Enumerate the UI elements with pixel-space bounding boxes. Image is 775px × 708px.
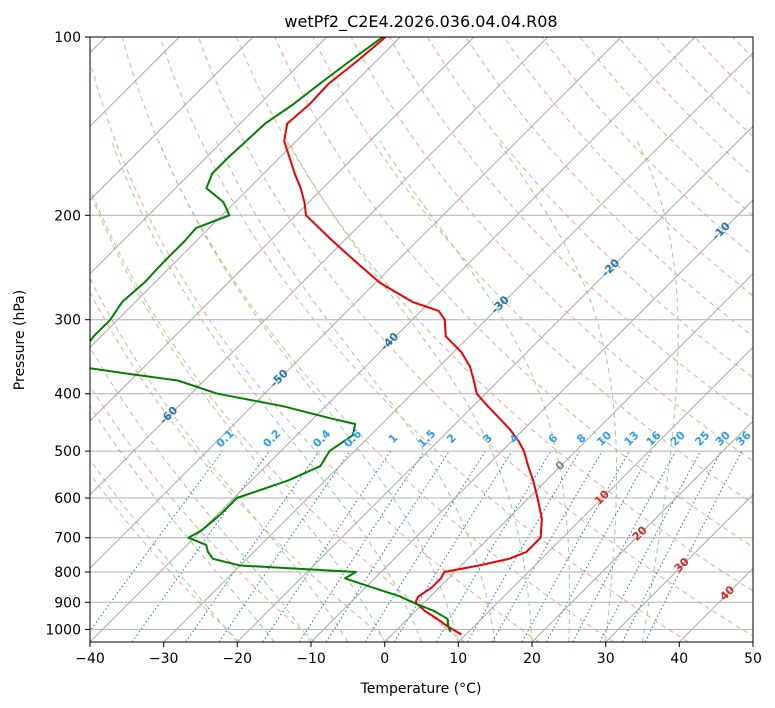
x-axis-title: Temperature (°C) — [360, 681, 482, 697]
y-tick-label: 700 — [54, 531, 81, 547]
mixing-ratio-line — [521, 450, 630, 642]
axes: −40 −30 −20 −10 0 10 20 30 40 50 100 200 300 400 500 60… — [45, 30, 762, 667]
isotherm-line — [310, 199, 753, 642]
isotherm-line — [236, 125, 753, 642]
x-tick-label: −40 — [75, 651, 105, 667]
mixing-ratio-line — [218, 450, 351, 642]
x-tick-label: 50 — [744, 651, 762, 667]
series-temperature-line — [283, 37, 543, 636]
mixing-ratio-line — [572, 450, 677, 642]
isotherm-line — [605, 493, 753, 642]
isotherm-line — [90, 37, 622, 570]
mixing-ratio-line — [262, 450, 392, 642]
x-tick-label: 20 — [523, 651, 541, 667]
dry-adiabat-line — [388, 37, 753, 420]
dry-adiabat-line — [121, 37, 614, 642]
isotherm-line — [90, 37, 401, 349]
x-tick-label: 30 — [597, 651, 615, 667]
y-tick-label: 900 — [54, 595, 81, 611]
x-tick-label: −30 — [149, 651, 179, 667]
isotherm-line — [90, 37, 328, 275]
isotherm-line — [384, 272, 753, 642]
dry-adiabat-line — [90, 186, 465, 642]
dry-adiabat-line — [90, 384, 316, 642]
dry-adiabat-line — [159, 37, 689, 642]
background-lines — [90, 37, 753, 642]
dry-adiabat-line — [465, 37, 753, 338]
x-tick-label: 40 — [670, 651, 688, 667]
x-tick-label: 0 — [380, 651, 389, 667]
mixing-ratio-line — [545, 450, 653, 642]
isotherm-line — [90, 37, 696, 642]
dry-adiabat-line — [90, 472, 241, 642]
dry-adiabat-line — [350, 37, 753, 462]
isotherm-line — [163, 51, 753, 642]
mixing-ratio-line — [393, 450, 513, 642]
mixing-ratio-line — [298, 450, 425, 642]
isotherm-line — [90, 37, 549, 496]
mixing-ratio-line — [185, 450, 320, 642]
isotherm-line — [531, 420, 753, 642]
dry-adiabat-line — [312, 37, 753, 505]
y-tick-label: 400 — [54, 387, 81, 403]
mixing-ratio-line — [644, 450, 743, 642]
dry-adiabat-line — [236, 37, 753, 592]
x-tick-label: 10 — [449, 651, 467, 667]
isotherm-line — [90, 37, 254, 201]
isotherm-line — [457, 346, 753, 642]
x-tick-label: −10 — [296, 651, 326, 667]
dry-adiabat-line — [90, 291, 390, 642]
y-tick-label: 1000 — [45, 622, 81, 638]
y-tick-label: 800 — [54, 565, 81, 581]
y-axis-title: Pressure (hPa) — [12, 290, 28, 390]
mixing-ratio-line — [90, 450, 223, 632]
dry-adiabat-line — [90, 59, 540, 642]
y-tick-label: 500 — [54, 444, 81, 460]
y-tick-label: 100 — [54, 30, 81, 46]
chart-title: wetPf2_C2E4.2026.036.04.04.R08 — [284, 12, 557, 32]
y-tick-label: 200 — [54, 208, 81, 224]
y-tick-label: 300 — [54, 313, 81, 329]
plot-frame — [89, 36, 754, 643]
isotherm-line — [90, 37, 475, 422]
x-tick-label: −20 — [223, 651, 253, 667]
dry-adiabat-line — [503, 37, 753, 297]
y-tick-label: 600 — [54, 491, 81, 507]
mixing-ratio-line — [325, 450, 450, 642]
series-dewpoint-line — [90, 37, 452, 633]
sounding-traces — [90, 37, 543, 636]
mixing-ratio-line — [131, 450, 270, 642]
